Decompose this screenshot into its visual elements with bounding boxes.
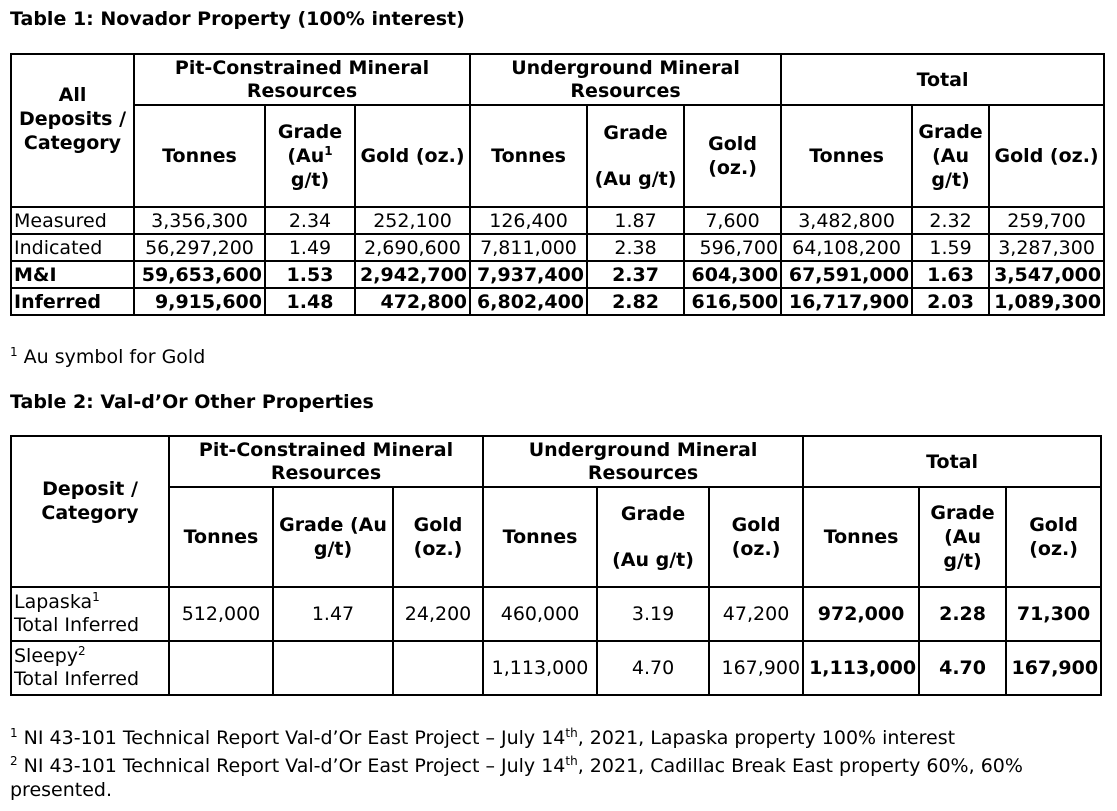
cell: 2.28 bbox=[918, 586, 1008, 642]
cell: 1,113,000 bbox=[802, 640, 921, 696]
cell: 512,000 bbox=[168, 586, 274, 642]
cell: 9,915,600 bbox=[133, 287, 266, 316]
cell: 259,700 bbox=[988, 206, 1106, 235]
cell: 7,811,000 bbox=[469, 233, 589, 262]
table1-group-pit: Pit-Constrained Mineral Resources bbox=[132, 53, 472, 106]
cell: 56,297,200 bbox=[133, 233, 266, 262]
cell: 1.53 bbox=[264, 260, 356, 289]
table-row: Sleepy2 Total Inferred 1,113,000 4.70 167… bbox=[10, 640, 1103, 696]
row-deposit: Sleepy2 Total Inferred bbox=[10, 640, 170, 696]
cell: 472,800 bbox=[353, 287, 472, 316]
table2-ug-gold-header: Gold (oz.) bbox=[708, 486, 805, 588]
table-row: Inferred 9,915,600 1.48 472,800 6,802,40… bbox=[10, 287, 1106, 316]
row-category: M&I bbox=[10, 260, 135, 289]
table-row: Lapaska1 Total Inferred 512,000 1.47 24,2… bbox=[10, 586, 1103, 642]
table2-pit-gold-header: Gold (oz.) bbox=[391, 486, 485, 588]
table2-footnote-2: 2 NI 43-101 Technical Report Val-d’Or Ea… bbox=[10, 754, 1023, 801]
cell: 1.63 bbox=[911, 260, 991, 289]
table1-total-tonnes-header: Tonnes bbox=[780, 104, 914, 208]
table2-group-underground: Underground Mineral Resources bbox=[482, 435, 805, 488]
table2-pit-grade-header: Grade (Au g/t) bbox=[272, 486, 394, 588]
table2-group-pit: Pit-Constrained Mineral Resources bbox=[167, 435, 485, 488]
cell: 167,900 bbox=[1005, 640, 1103, 696]
cell: 3,287,300 bbox=[988, 233, 1106, 262]
cell: 2.34 bbox=[264, 206, 356, 235]
table2-footnote-1: 1 NI 43-101 Technical Report Val-d’Or Ea… bbox=[10, 726, 956, 749]
table1-corner-header: All Deposits / Category bbox=[10, 53, 135, 208]
cell: 47,200 bbox=[708, 586, 805, 642]
row-deposit: Lapaska1 Total Inferred bbox=[10, 586, 170, 642]
table1-pit-gold-header: Gold (oz.) bbox=[353, 104, 472, 208]
table1-title: Table 1: Novador Property (100% interest… bbox=[10, 8, 465, 30]
table2-corner-header: Deposit / Category bbox=[10, 435, 170, 588]
cell: 7,600 bbox=[683, 206, 783, 235]
cell: 252,100 bbox=[353, 206, 472, 235]
table2-title: Table 2: Val-d’Or Other Properties bbox=[10, 391, 374, 413]
table1-pit-grade-header: Grade (Au1 g/t) bbox=[264, 104, 356, 208]
table1-ug-tonnes-header: Tonnes bbox=[469, 104, 589, 208]
cell: 4.70 bbox=[596, 640, 711, 696]
cell: 2.38 bbox=[586, 233, 686, 262]
cell bbox=[168, 640, 274, 696]
cell: 3.19 bbox=[596, 586, 711, 642]
row-category: Indicated bbox=[10, 233, 135, 262]
table2-ug-tonnes-header: Tonnes bbox=[482, 486, 599, 588]
cell: 3,547,000 bbox=[988, 260, 1106, 289]
cell: 460,000 bbox=[482, 586, 599, 642]
row-category: Inferred bbox=[10, 287, 135, 316]
cell: 1.49 bbox=[264, 233, 356, 262]
table1-group-underground: Underground Mineral Resources bbox=[469, 53, 783, 106]
table2-total-gold-header: Gold (oz.) bbox=[1005, 486, 1103, 588]
cell: 16,717,900 bbox=[780, 287, 914, 316]
table-row: M&I 59,653,600 1.53 2,942,700 7,937,400 … bbox=[10, 260, 1106, 289]
cell: 1.87 bbox=[586, 206, 686, 235]
cell: 126,400 bbox=[469, 206, 589, 235]
cell: 1.47 bbox=[272, 586, 394, 642]
cell: 4.70 bbox=[918, 640, 1008, 696]
cell: 59,653,600 bbox=[133, 260, 266, 289]
cell: 2.03 bbox=[911, 287, 991, 316]
row-category: Measured bbox=[10, 206, 135, 235]
cell: 2,942,700 bbox=[353, 260, 472, 289]
cell: 67,591,000 bbox=[780, 260, 914, 289]
table2-total-tonnes-header: Tonnes bbox=[802, 486, 921, 588]
table2-pit-tonnes-header: Tonnes bbox=[168, 486, 274, 588]
table2-total-grade-header: Grade (Au g/t) bbox=[918, 486, 1008, 588]
cell: 71,300 bbox=[1005, 586, 1103, 642]
table1-group-total: Total bbox=[780, 53, 1106, 106]
cell: 596,700 bbox=[683, 233, 783, 262]
cell: 1,113,000 bbox=[482, 640, 599, 696]
cell: 167,900 bbox=[708, 640, 805, 696]
cell: 6,802,400 bbox=[469, 287, 589, 316]
cell: 3,482,800 bbox=[780, 206, 914, 235]
cell: 2.32 bbox=[911, 206, 991, 235]
table1-footnote: 1 Au symbol for Gold bbox=[10, 345, 206, 368]
cell bbox=[272, 640, 394, 696]
cell: 64,108,200 bbox=[780, 233, 914, 262]
cell: 972,000 bbox=[802, 586, 921, 642]
novador-resource-table: All Deposits / Category Pit-Constrained … bbox=[10, 53, 1106, 316]
table1-total-gold-header: Gold (oz.) bbox=[988, 104, 1106, 208]
table1-pit-tonnes-header: Tonnes bbox=[133, 104, 266, 208]
table1-ug-grade-header: Grade (Au g/t) bbox=[586, 104, 686, 208]
cell: 7,937,400 bbox=[469, 260, 589, 289]
table2-group-total: Total bbox=[802, 435, 1103, 488]
cell: 24,200 bbox=[391, 586, 485, 642]
table2-ug-grade-header: Grade (Au g/t) bbox=[596, 486, 711, 588]
cell: 1.59 bbox=[911, 233, 991, 262]
val-dor-resource-table: Deposit / Category Pit-Constrained Miner… bbox=[10, 435, 1103, 696]
table-row: Indicated 56,297,200 1.49 2,690,600 7,81… bbox=[10, 233, 1106, 262]
table1-total-grade-header: Grade (Au g/t) bbox=[911, 104, 991, 208]
cell: 604,300 bbox=[683, 260, 783, 289]
cell: 2,690,600 bbox=[353, 233, 472, 262]
cell: 616,500 bbox=[683, 287, 783, 316]
cell: 1.48 bbox=[264, 287, 356, 316]
cell: 2.82 bbox=[586, 287, 686, 316]
table1-ug-gold-header: Gold (oz.) bbox=[683, 104, 783, 208]
cell: 2.37 bbox=[586, 260, 686, 289]
cell: 3,356,300 bbox=[133, 206, 266, 235]
cell: 1,089,300 bbox=[988, 287, 1106, 316]
table-row: Measured 3,356,300 2.34 252,100 126,400 … bbox=[10, 206, 1106, 235]
cell bbox=[391, 640, 485, 696]
